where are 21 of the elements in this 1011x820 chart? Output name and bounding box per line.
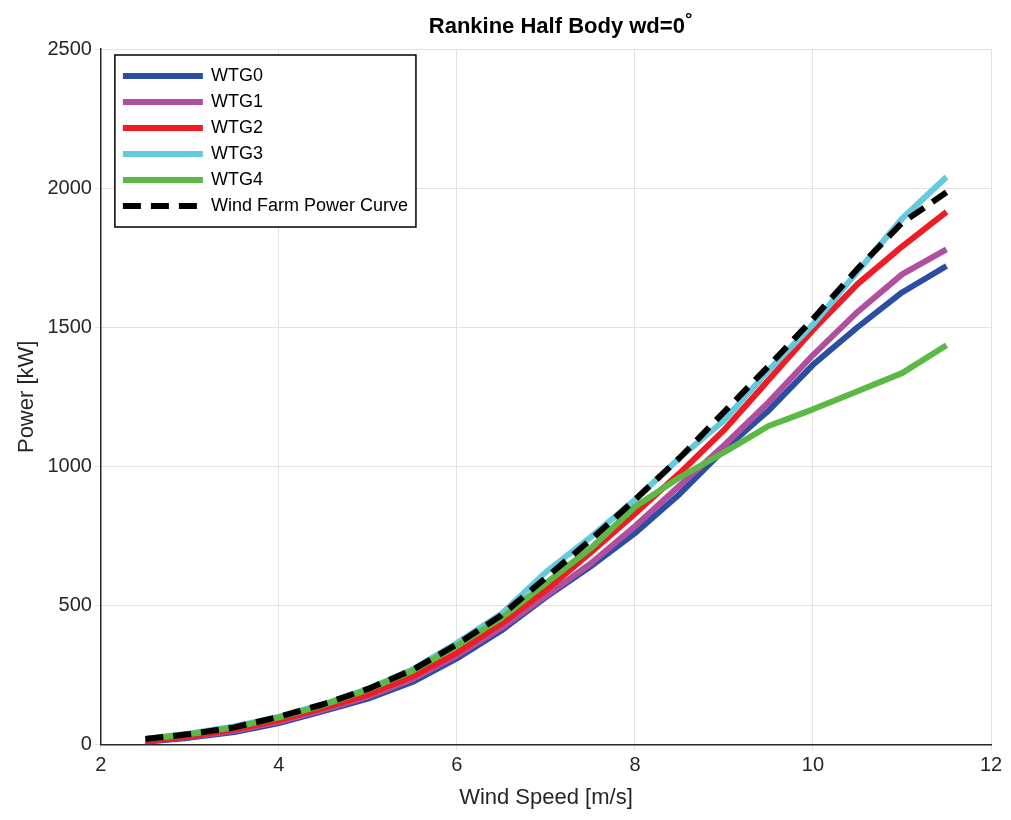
y-tick-label: 0 [80, 732, 92, 755]
y-tick-label: 500 [58, 593, 92, 615]
x-tick-label: 8 [629, 753, 641, 776]
legend-label: Wind Farm Power Curve [210, 194, 408, 215]
y-axis-title: Power [kW] [13, 340, 39, 454]
chart-title: Rankine Half Body wd=0$^{°}$ [428, 8, 693, 39]
x-tick-label: 6 [451, 753, 463, 776]
legend-label: WTG0 [210, 64, 263, 85]
y-tick-label: 1500 [47, 314, 92, 337]
y-tick-label: 2000 [47, 175, 92, 198]
y-tick-label: 1000 [47, 453, 92, 476]
x-tick-label: 2 [95, 753, 107, 776]
legend-label: WTG4 [210, 168, 263, 189]
x-tick-label: 12 [979, 753, 1003, 776]
legend-label: WTG2 [210, 116, 263, 137]
legend-label: WTG3 [210, 142, 263, 163]
y-tick-label: 2500 [47, 36, 92, 59]
legend-label: WTG1 [210, 90, 263, 111]
x-tick-label: 4 [273, 753, 285, 776]
x-tick-label: 10 [801, 753, 825, 776]
x-axis-title: Wind Speed [m/s] [459, 783, 633, 809]
